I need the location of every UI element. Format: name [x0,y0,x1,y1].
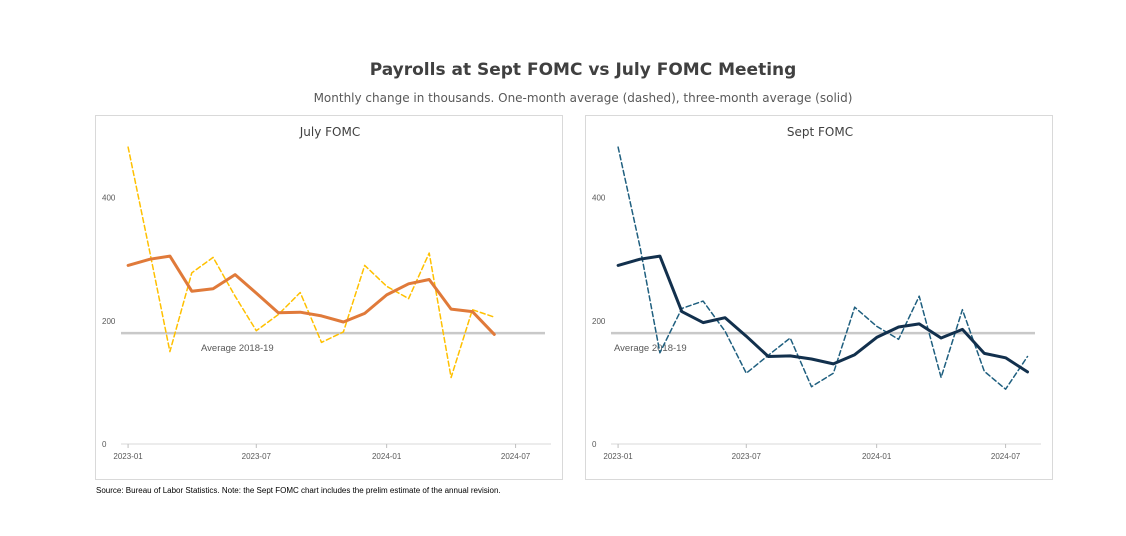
x-tick-label: 2023-01 [113,452,143,461]
x-tick-label: 2023-07 [242,452,272,461]
panel-sept-fomc: Sept FOMC 0 200 400 2023-01 2023-07 2024-01 202… [585,115,1053,480]
chart-subtitle: Monthly change in thousands. One-month a… [313,91,853,105]
y-tick-label: 200 [592,317,606,326]
y-tick-label: 0 [592,440,597,449]
three-month-series-line [616,254,1029,374]
sept-fomc-chart: Sept FOMC 0 200 400 2023-01 2023-07 2024-01 202… [592,125,1041,461]
average-reference-label: Average 2018-19 [201,343,274,354]
x-tick-label: 2024-07 [501,452,531,461]
one-month-series-line [617,146,1029,390]
x-tick-label: 2023-07 [732,452,762,461]
x-tick-label: 2023-01 [603,452,633,461]
panel-title: Sept FOMC [787,125,853,139]
average-reference-label: Average 2018-19 [614,343,687,354]
x-tick-label: 2024-01 [372,452,402,461]
source-note: Source: Bureau of Labor Statistics. Note… [96,486,501,495]
y-tick-label: 400 [592,194,606,203]
x-tick-label: 2024-07 [991,452,1021,461]
chart-title: Payrolls at Sept FOMC vs July FOMC Meeti… [369,60,797,80]
y-tick-label: 400 [102,194,116,203]
panel-july-fomc: July FOMC 0 200 400 2023-01 2023-07 2024-01 202… [95,115,563,480]
x-tick-label: 2024-01 [862,452,892,461]
y-tick-label: 200 [102,317,116,326]
one-month-series-line [127,146,496,379]
three-month-series-line [126,254,496,336]
panel-title: July FOMC [299,125,360,139]
y-tick-label: 0 [102,440,107,449]
july-fomc-chart: July FOMC 0 200 400 2023-01 2023-07 2024-01 202… [102,125,551,461]
